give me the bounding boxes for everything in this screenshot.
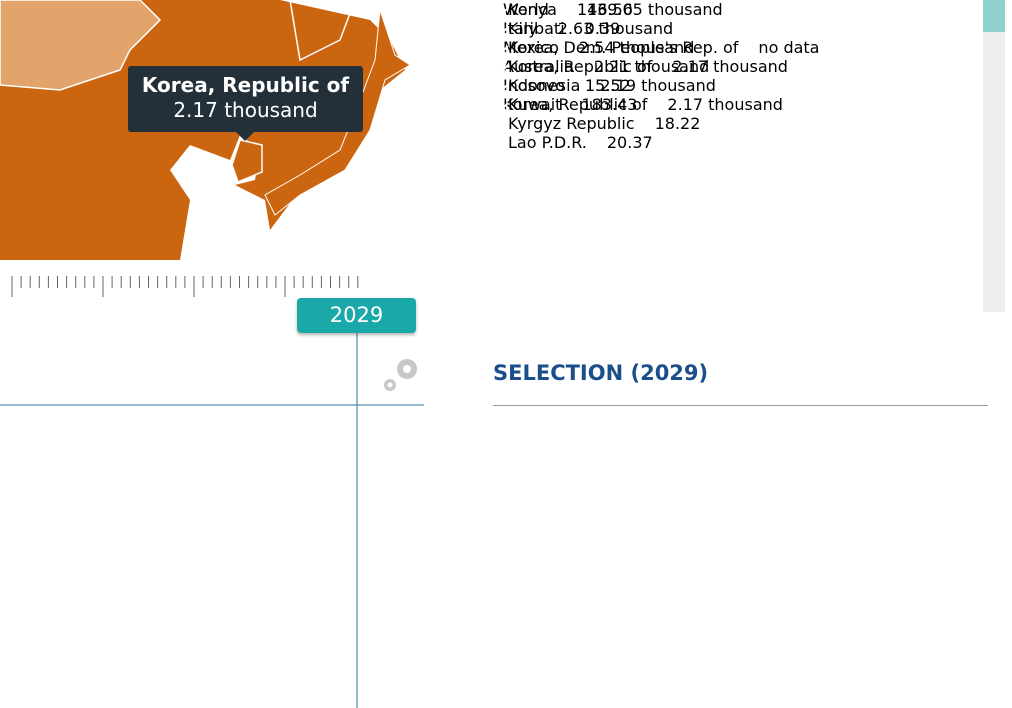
country-value: 146.56: [576, 0, 633, 19]
selection-name: World: [503, 0, 549, 19]
country-value: 15.52: [584, 76, 631, 95]
country-name: Kuwait: [508, 95, 562, 114]
country-name: Kosovo: [508, 76, 565, 95]
country-name: Kenya: [508, 0, 557, 19]
country-name: Lao P.D.R.: [508, 133, 587, 152]
country-value: 0.39: [584, 19, 621, 38]
country-row[interactable]: Korea, Dem. People's Rep. of no data: [508, 38, 958, 57]
country-value: 183.43: [581, 95, 638, 114]
selection-value: 2.19 thousand: [600, 76, 716, 95]
country-value: no data: [758, 38, 820, 57]
selection-value: 2.54 thousand: [578, 38, 695, 57]
region: [0, 0, 162, 91]
tooltip-title: Korea, Republic of: [141, 73, 350, 97]
country-name: Kyrgyz Republic: [508, 114, 635, 133]
selection-name: Italy: [503, 19, 538, 38]
country-row[interactable]: Lao P.D.R. 20.37: [508, 133, 958, 152]
country-value: 20.37: [606, 133, 653, 152]
selection-name: Australia: [503, 57, 574, 76]
country-row[interactable]: Kenya 146.56: [508, 0, 958, 19]
country-name: Korea, Dem. People's Rep. of: [508, 38, 739, 57]
country-value: 18.22: [654, 114, 701, 133]
selection-name: Mexico: [503, 38, 559, 57]
selection-value: 2.17 thousand: [667, 95, 783, 114]
selection-row[interactable]: Italy 2.63 thousand: [493, 19, 988, 38]
sea: [170, 0, 425, 260]
scroll-thumb[interactable]: [983, 0, 1005, 32]
scrollbar[interactable]: [983, 0, 1005, 312]
tooltip-value: 2.17 thousand: [173, 98, 318, 122]
country-row[interactable]: Kyrgyz Republic 18.22: [508, 114, 958, 133]
selection-row[interactable]: Mexico 2.54 thousand: [493, 38, 988, 57]
selection-row[interactable]: Australia 2.21 thousand: [493, 57, 988, 76]
divider: [493, 405, 988, 406]
selection-row[interactable]: World 139.05 thousand: [493, 0, 988, 19]
ruler: [11, 276, 359, 297]
selection-row[interactable]: Korea, Republic of 2.17 thousand: [493, 95, 988, 114]
selection-value: 139.05 thousand: [586, 0, 723, 19]
country-value: 2.17 thousand: [672, 57, 788, 76]
country-name: Korea, Republic of: [508, 57, 653, 76]
country-list: Kenya 146.56 Kiribati 0.39 Korea, Dem. Peopl…: [508, 0, 958, 310]
country-row[interactable]: Kuwait 183.43: [508, 95, 958, 114]
tooltip: Korea, Republic of 2.17 thousand: [128, 66, 363, 141]
country-row[interactable]: Korea, Republic of 2.17 thousand: [508, 57, 958, 76]
year-badge[interactable]: 2029: [297, 298, 416, 333]
selection-row[interactable]: Indonesia 2.19 thousand: [493, 76, 988, 95]
selection-value: 2.63 thousand: [557, 19, 674, 38]
selection-name: Korea, Republic of: [503, 95, 648, 114]
country-name: Kiribati: [508, 19, 565, 38]
selection-list: World 139.05 thousand Italy 2.63 thousand Me…: [493, 0, 988, 114]
selection-title: SELECTION (2029): [493, 361, 709, 385]
settings-icon[interactable]: [384, 359, 417, 391]
border: [289, 0, 356, 62]
country-row[interactable]: Kosovo 15.52: [508, 76, 958, 95]
selection-name: Indonesia: [503, 76, 581, 95]
selection-value: 2.21 thousand: [593, 57, 710, 76]
country-row[interactable]: Kiribati 0.39: [508, 19, 958, 38]
korea[interactable]: [231, 139, 263, 183]
